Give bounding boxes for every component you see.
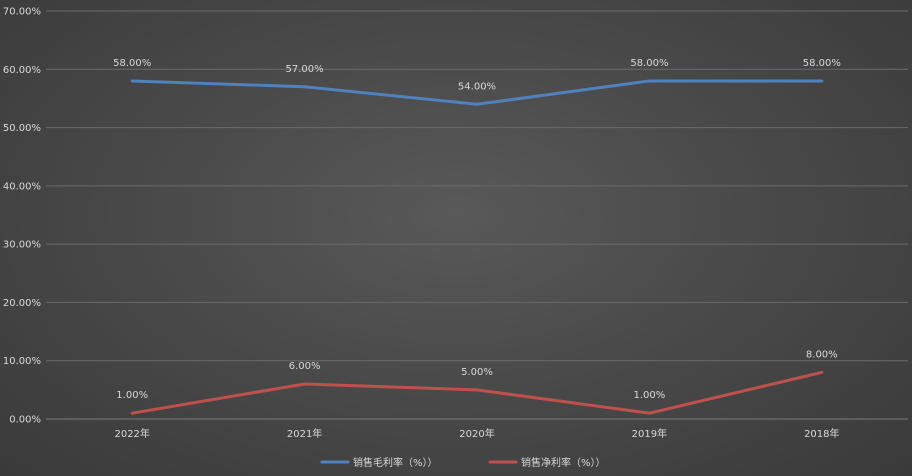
x-tick-label: 2022年 xyxy=(114,427,149,440)
y-tick-label: 60.00% xyxy=(3,65,41,76)
data-label: 58.00% xyxy=(630,58,668,69)
y-tick-label: 40.00% xyxy=(3,181,41,192)
gridlines xyxy=(46,10,908,420)
data-label: 57.00% xyxy=(286,64,324,75)
y-tick-label: 20.00% xyxy=(3,298,41,309)
data-label: 54.00% xyxy=(458,81,496,92)
y-tick-label: 50.00% xyxy=(3,123,41,134)
series-line-1 xyxy=(130,370,824,415)
x-axis-ticks: 2022年 2021年 2020年 2019年 2018年 xyxy=(114,427,839,440)
y-tick-label: 70.00% xyxy=(3,7,41,18)
series-lines xyxy=(130,79,824,415)
legend-label-0: 销售毛利率（%）） xyxy=(353,456,438,469)
data-label: 1.00% xyxy=(116,390,148,401)
x-tick-label: 2019年 xyxy=(632,427,667,440)
legend-label-1: 销售净利率（%）） xyxy=(521,456,606,469)
y-tick-label: 30.00% xyxy=(3,240,41,251)
y-axis-ticks: 0.00% 10.00% 20.00% 30.00% 40.00% 50.00% 60.00… xyxy=(3,7,41,426)
x-tick-label: 2018年 xyxy=(804,427,839,440)
legend: 销售毛利率（%）） 销售净利率（%）） xyxy=(320,456,606,469)
data-label: 1.00% xyxy=(634,390,666,401)
data-label: 58.00% xyxy=(803,58,841,69)
y-tick-label: 10.00% xyxy=(3,356,41,367)
data-labels: 58.00% 57.00% 54.00% 58.00% 58.00% 1.00% 6.00%… xyxy=(113,58,841,401)
data-label: 5.00% xyxy=(461,367,493,378)
y-tick-label: 0.00% xyxy=(9,415,41,426)
data-label: 8.00% xyxy=(806,349,838,360)
data-label: 6.00% xyxy=(289,361,321,372)
x-tick-label: 2021年 xyxy=(287,427,322,440)
data-label: 58.00% xyxy=(113,58,151,69)
series-line-0 xyxy=(130,79,824,106)
x-tick-label: 2020年 xyxy=(459,427,494,440)
